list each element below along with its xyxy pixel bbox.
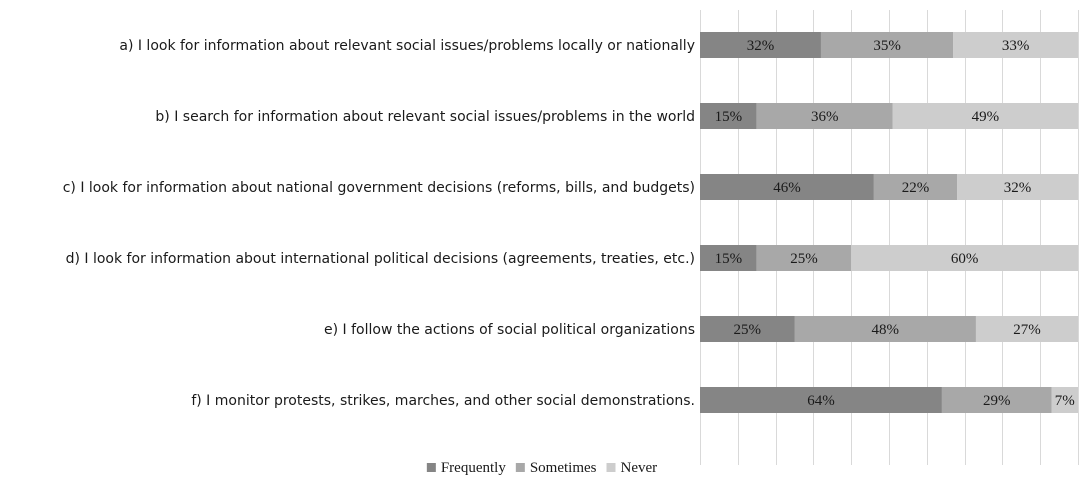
value-label: 33% bbox=[1002, 38, 1030, 54]
bar-segment-never bbox=[851, 245, 1078, 271]
value-label: 64% bbox=[807, 393, 835, 409]
bar-segment-sometimes bbox=[873, 174, 958, 200]
value-label: 32% bbox=[1004, 180, 1032, 196]
category-label: e) I follow the actions of social politi… bbox=[324, 322, 695, 338]
value-label: 48% bbox=[871, 322, 899, 338]
category-labels: a) I look for information about relevant… bbox=[63, 38, 695, 409]
value-label: 46% bbox=[773, 180, 801, 196]
legend-swatch bbox=[606, 463, 616, 472]
value-label: 22% bbox=[902, 180, 930, 196]
legend-item: Never bbox=[606, 460, 658, 476]
value-label: 15% bbox=[715, 251, 743, 267]
category-label: d) I look for information about internat… bbox=[66, 251, 695, 267]
bar-segment-sometimes bbox=[756, 103, 893, 129]
value-label: 49% bbox=[972, 109, 1000, 125]
bar-segment-never bbox=[1051, 387, 1078, 413]
bar-segment-sometimes bbox=[794, 316, 976, 342]
value-label: 25% bbox=[734, 322, 762, 338]
value-label: 25% bbox=[790, 251, 818, 267]
legend-swatch bbox=[515, 463, 525, 472]
legend-item: Sometimes bbox=[515, 460, 597, 476]
bar-segment-never bbox=[953, 32, 1078, 58]
value-label: 27% bbox=[1013, 322, 1041, 338]
category-label: c) I look for information about national… bbox=[63, 180, 695, 196]
value-label: 36% bbox=[811, 109, 839, 125]
bar-segment-frequently bbox=[700, 174, 874, 200]
value-label: 32% bbox=[747, 38, 775, 54]
value-label: 60% bbox=[951, 251, 979, 267]
bar-segment-never bbox=[975, 316, 1078, 342]
bar-segment-frequently bbox=[700, 32, 821, 58]
legend-label: Sometimes bbox=[530, 460, 597, 476]
bar-series: 32% 35% 33% 15% 36% 49% 46% 22% 32% 15% 25% 60% 25% 4… bbox=[700, 32, 1078, 413]
bar-segment-never bbox=[892, 103, 1078, 129]
bar-segment-sometimes bbox=[820, 32, 954, 58]
legend-item: Frequently bbox=[426, 460, 506, 476]
value-label: 15% bbox=[715, 109, 743, 125]
bar-segment-frequently bbox=[700, 387, 942, 413]
legend-swatch bbox=[426, 463, 436, 472]
bar-segment-sometimes bbox=[941, 387, 1052, 413]
bar-segment-frequently bbox=[700, 103, 757, 129]
bar-segment-sometimes bbox=[756, 245, 852, 271]
category-label: a) I look for information about relevant… bbox=[119, 38, 695, 54]
value-label: 7% bbox=[1055, 393, 1075, 409]
legend: Frequently Sometimes Never bbox=[426, 460, 658, 476]
category-label: b) I search for information about releva… bbox=[155, 109, 695, 125]
legend-label: Never bbox=[621, 460, 658, 476]
bar-segment-frequently bbox=[700, 245, 757, 271]
bar-segment-frequently bbox=[700, 316, 795, 342]
value-label: 29% bbox=[983, 393, 1011, 409]
legend-label: Frequently bbox=[441, 460, 506, 476]
bar-segment-never bbox=[957, 174, 1078, 200]
category-label: f) I monitor protests, strikes, marches,… bbox=[191, 393, 695, 409]
value-label: 35% bbox=[873, 38, 901, 54]
